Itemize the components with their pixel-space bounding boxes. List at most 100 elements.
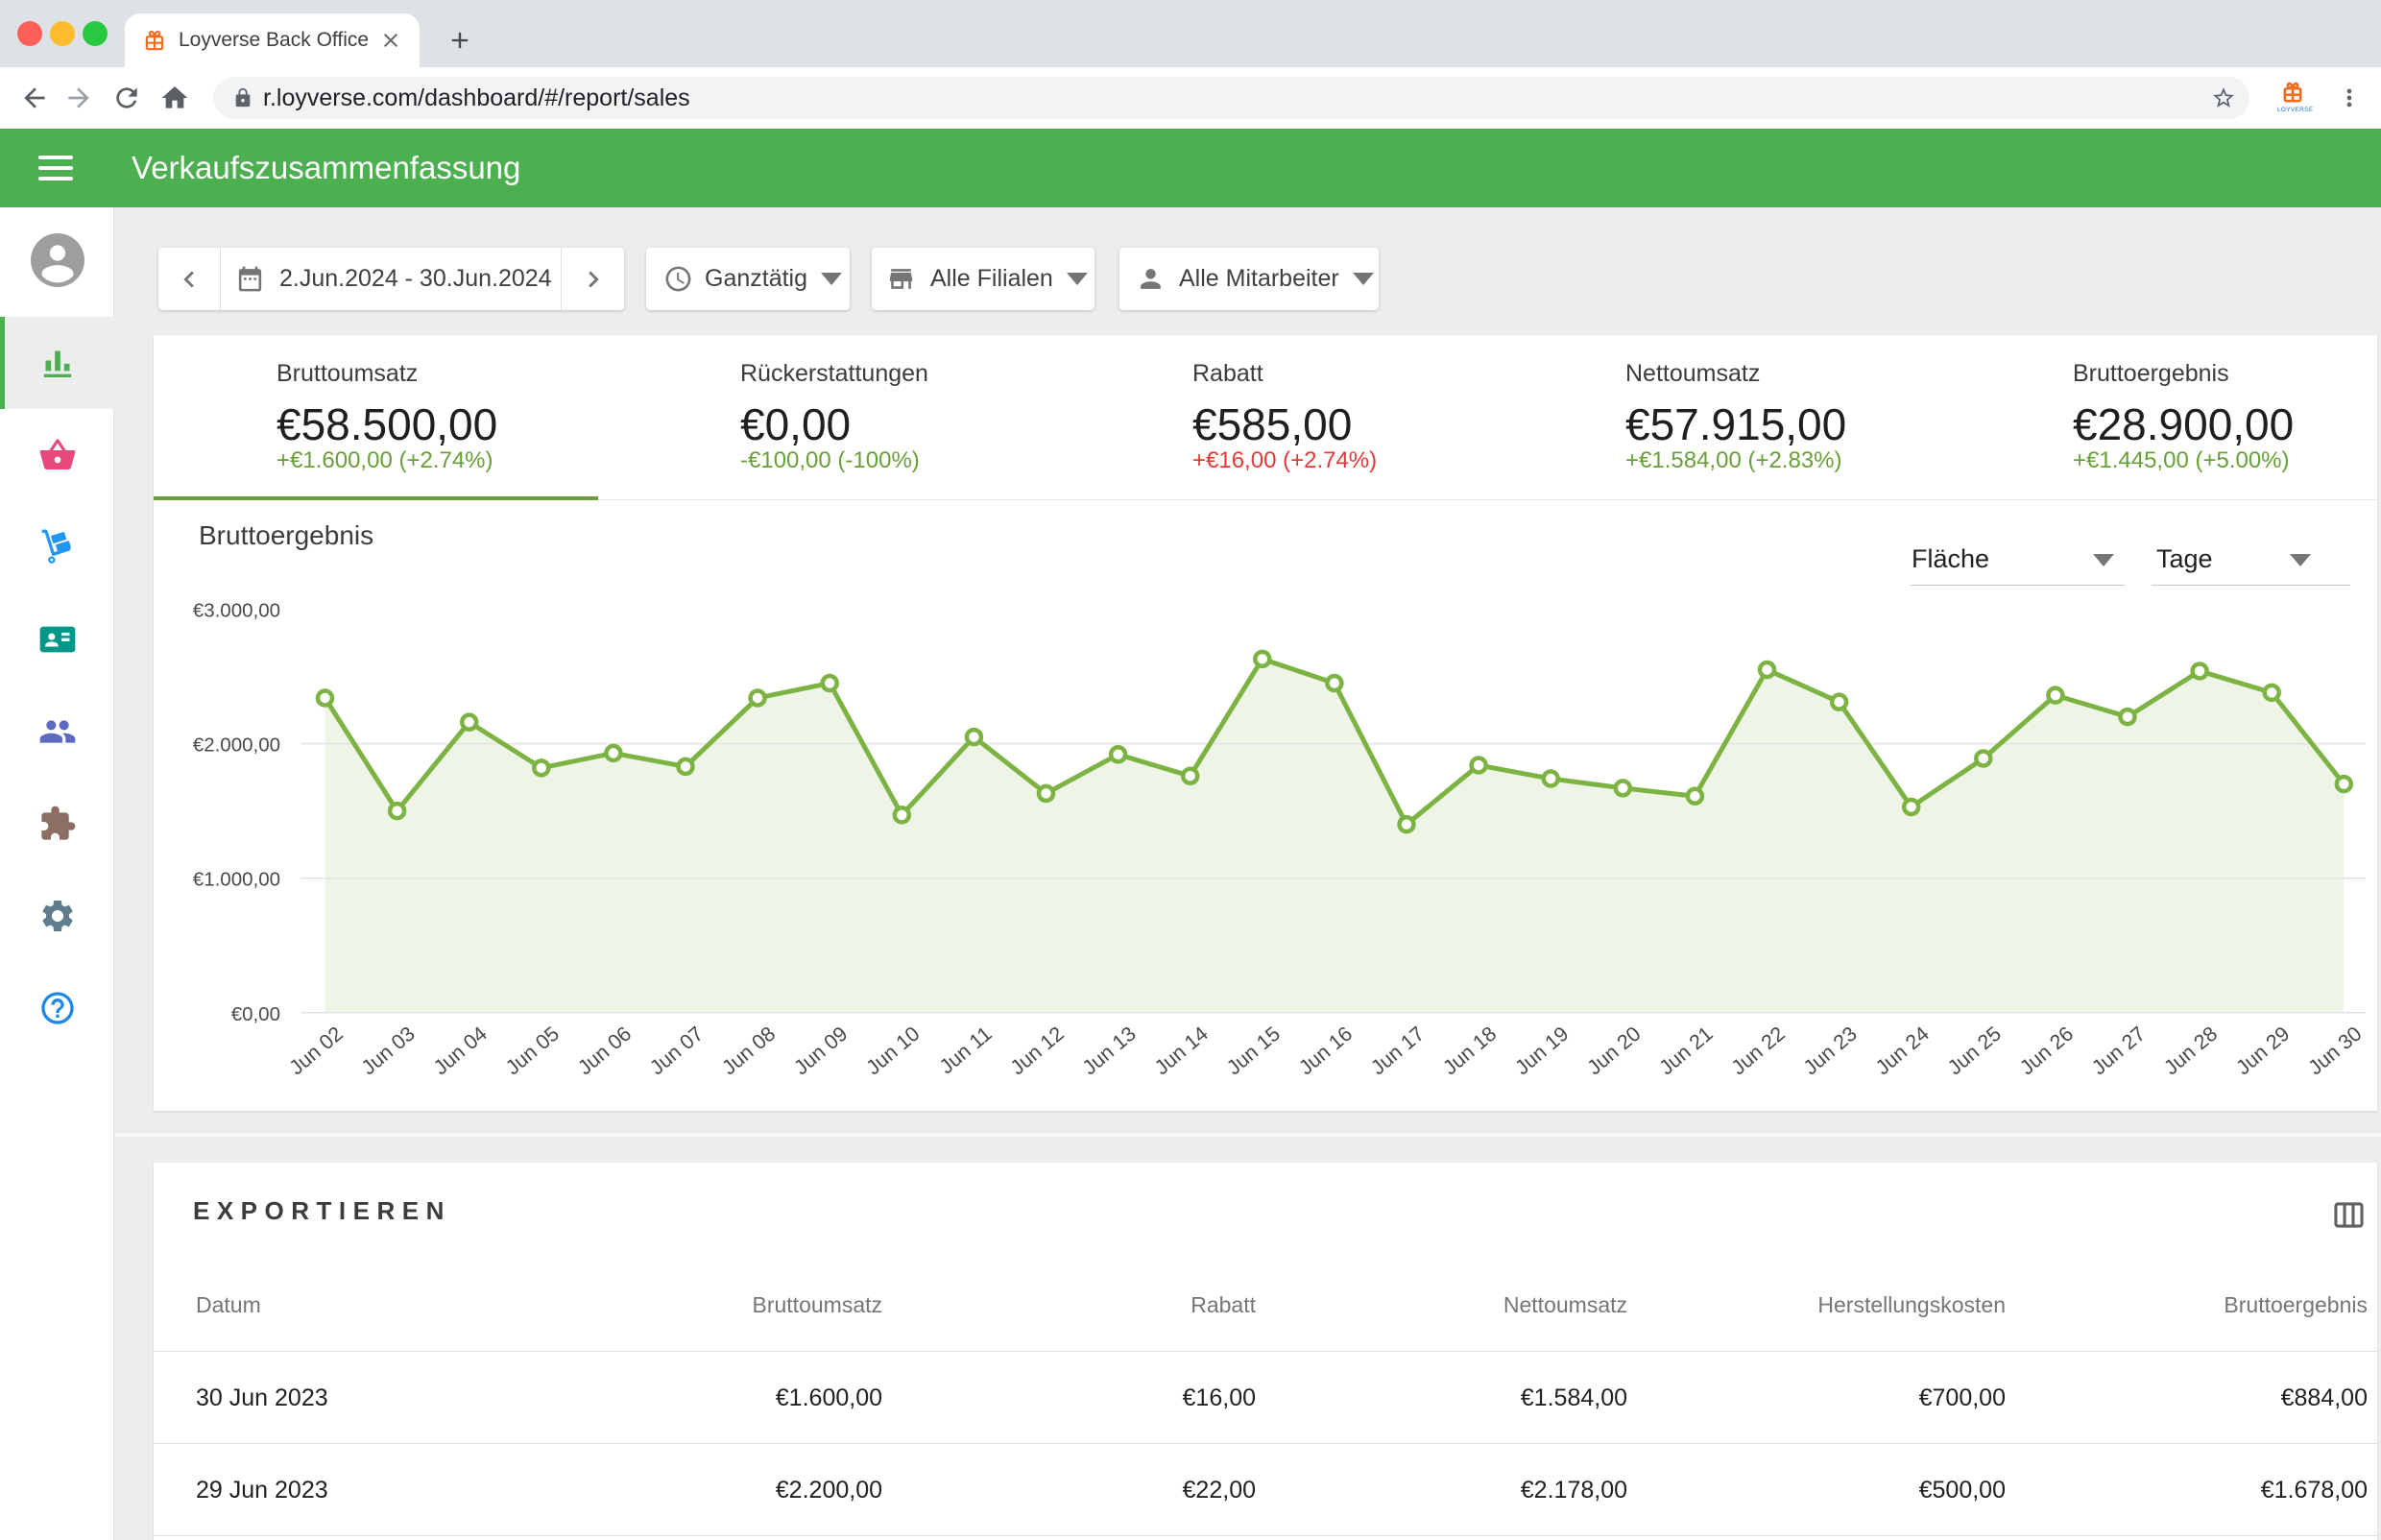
date-range-control: 2.Jun.2024 - 30.Jun.2024 [158, 248, 624, 310]
chart-point[interactable] [1829, 692, 1849, 711]
x-axis-label: Jun 21 [1655, 1022, 1718, 1079]
forward-icon[interactable] [63, 83, 94, 113]
y-axis-label: €2.000,00 [193, 734, 280, 757]
x-axis-label: Jun 17 [1366, 1022, 1429, 1079]
chart-point[interactable] [2334, 774, 2354, 794]
chart-point[interactable] [748, 688, 767, 708]
sidebar-item-customers[interactable] [0, 686, 114, 778]
chart-point[interactable] [1613, 779, 1633, 798]
chart-point[interactable] [2118, 707, 2137, 727]
reload-icon[interactable] [111, 83, 142, 113]
export-button[interactable]: EXPORTIEREN [193, 1196, 451, 1225]
chart-point[interactable] [459, 712, 479, 732]
x-axis-label: Jun 15 [1222, 1022, 1285, 1079]
home-icon[interactable] [159, 83, 190, 113]
window-zoom-button[interactable] [83, 21, 108, 46]
chart-point[interactable] [604, 743, 623, 763]
y-axis-label: €3.000,00 [193, 600, 280, 622]
table-row[interactable]: 29 Jun 2023 €2.200,00 €22,00 €2.178,00 €500,… [154, 1444, 2377, 1536]
chevron-right-icon [588, 271, 599, 287]
kpi-delta: -€100,00 (-100%) [740, 447, 920, 473]
kpi-label: Rabatt [1192, 360, 1263, 387]
chart-point[interactable] [2046, 686, 2065, 705]
cell-value: €22,00 [1182, 1477, 1256, 1504]
select-underline [1911, 585, 2125, 586]
chart-point[interactable] [1757, 660, 1777, 680]
chart-point[interactable] [1108, 745, 1128, 764]
sidebar-item-profile[interactable] [0, 214, 114, 306]
sidebar-item-reports[interactable] [0, 317, 114, 409]
back-icon[interactable] [19, 83, 50, 113]
chart-point[interactable] [1901, 797, 1921, 817]
cell-value: €16,00 [1182, 1384, 1256, 1411]
chart-point[interactable] [1325, 673, 1344, 693]
cell-value: €1.600,00 [775, 1384, 882, 1411]
chart-point[interactable] [2262, 683, 2281, 703]
table-row[interactable]: 30 Jun 2023 €1.600,00 €16,00 €1.584,00 €700,… [154, 1352, 2377, 1444]
puzzle-icon [40, 806, 75, 840]
extension-label: LOYVERSE [2277, 107, 2314, 113]
kpi-value: €0,00 [740, 399, 852, 449]
sidebar-item-help[interactable] [0, 962, 114, 1054]
stores-filter-dropdown[interactable]: Alle Filialen [872, 248, 1094, 310]
cell-date: 30 Jun 2023 [196, 1384, 328, 1411]
table-header-row: Datum Bruttoumsatz Rabatt Nettoumsatz Herste… [154, 1258, 2377, 1352]
x-axis-label: Jun 04 [429, 1022, 492, 1079]
x-axis-label: Jun 16 [1294, 1022, 1357, 1079]
people-icon [39, 720, 75, 743]
x-axis-label: Jun 28 [2159, 1022, 2222, 1079]
new-tab-button[interactable] [446, 27, 473, 54]
kpi-value: €585,00 [1192, 399, 1353, 449]
chart-point[interactable] [676, 757, 695, 777]
tab-close-icon[interactable] [379, 29, 402, 52]
chevron-left-icon [183, 271, 194, 287]
chart-point[interactable] [964, 727, 984, 747]
chart-point[interactable] [532, 758, 551, 778]
loyverse-favicon-icon [145, 30, 164, 51]
chart-point[interactable] [387, 801, 407, 821]
chart-point[interactable] [315, 688, 335, 708]
hamburger-menu-icon[interactable] [38, 156, 73, 180]
url-bar[interactable]: r.loyverse.com/dashboard/#/report/sales [213, 77, 2249, 119]
sidebar-item-items[interactable] [0, 409, 114, 501]
chart-point[interactable] [2190, 662, 2209, 681]
time-filter-dropdown[interactable]: Ganztätig [646, 248, 850, 310]
browser-toolbar: r.loyverse.com/dashboard/#/report/sales … [0, 67, 2381, 129]
x-axis-label: Jun 11 [935, 1022, 997, 1078]
loyverse-extension-icon[interactable]: LOYVERSE [2277, 80, 2314, 116]
chart-point[interactable] [1180, 766, 1200, 785]
sidebar-item-employees[interactable] [0, 593, 114, 686]
chart-point[interactable] [1541, 769, 1560, 788]
employees-filter-dropdown[interactable]: Alle Mitarbeiter [1119, 248, 1379, 310]
chart-point[interactable] [1036, 783, 1056, 804]
sidebar-item-integrations[interactable] [0, 778, 114, 870]
time-filter-label: Ganztätig [705, 265, 808, 292]
window-minimize-button[interactable] [50, 21, 75, 46]
chart-point[interactable] [1974, 749, 1993, 768]
x-axis-label: Jun 29 [2232, 1022, 2295, 1079]
bookmark-star-icon[interactable] [2211, 85, 2236, 110]
browser-tab[interactable]: Loyverse Back Office [125, 13, 420, 67]
column-header: Rabatt [1190, 1292, 1256, 1317]
chart-point[interactable] [1253, 649, 1272, 669]
chart-point[interactable] [1397, 814, 1416, 834]
chart-point[interactable] [1685, 786, 1705, 806]
cell-value: €2.178,00 [1520, 1477, 1627, 1504]
browser-menu-icon[interactable] [2336, 81, 2363, 115]
kpi-delta: +€16,00 (+2.74%) [1192, 447, 1378, 473]
date-range-label[interactable]: 2.Jun.2024 - 30.Jun.2024 [279, 265, 552, 292]
contact-card-icon [39, 626, 75, 653]
date-prev-button[interactable] [158, 248, 221, 310]
x-axis-label: Jun 23 [1799, 1022, 1862, 1079]
dropdown-caret-icon [1067, 273, 1088, 285]
dropdown-caret-icon [2290, 554, 2311, 566]
window-close-button[interactable] [17, 21, 42, 46]
chart-point[interactable] [1469, 756, 1488, 775]
column-settings-icon[interactable] [2331, 1197, 2367, 1233]
sidebar-item-inventory[interactable] [0, 501, 114, 593]
chart-point[interactable] [820, 673, 839, 693]
chart-point[interactable] [892, 806, 912, 825]
sidebar-item-settings[interactable] [0, 870, 114, 962]
date-next-button[interactable] [561, 248, 624, 310]
